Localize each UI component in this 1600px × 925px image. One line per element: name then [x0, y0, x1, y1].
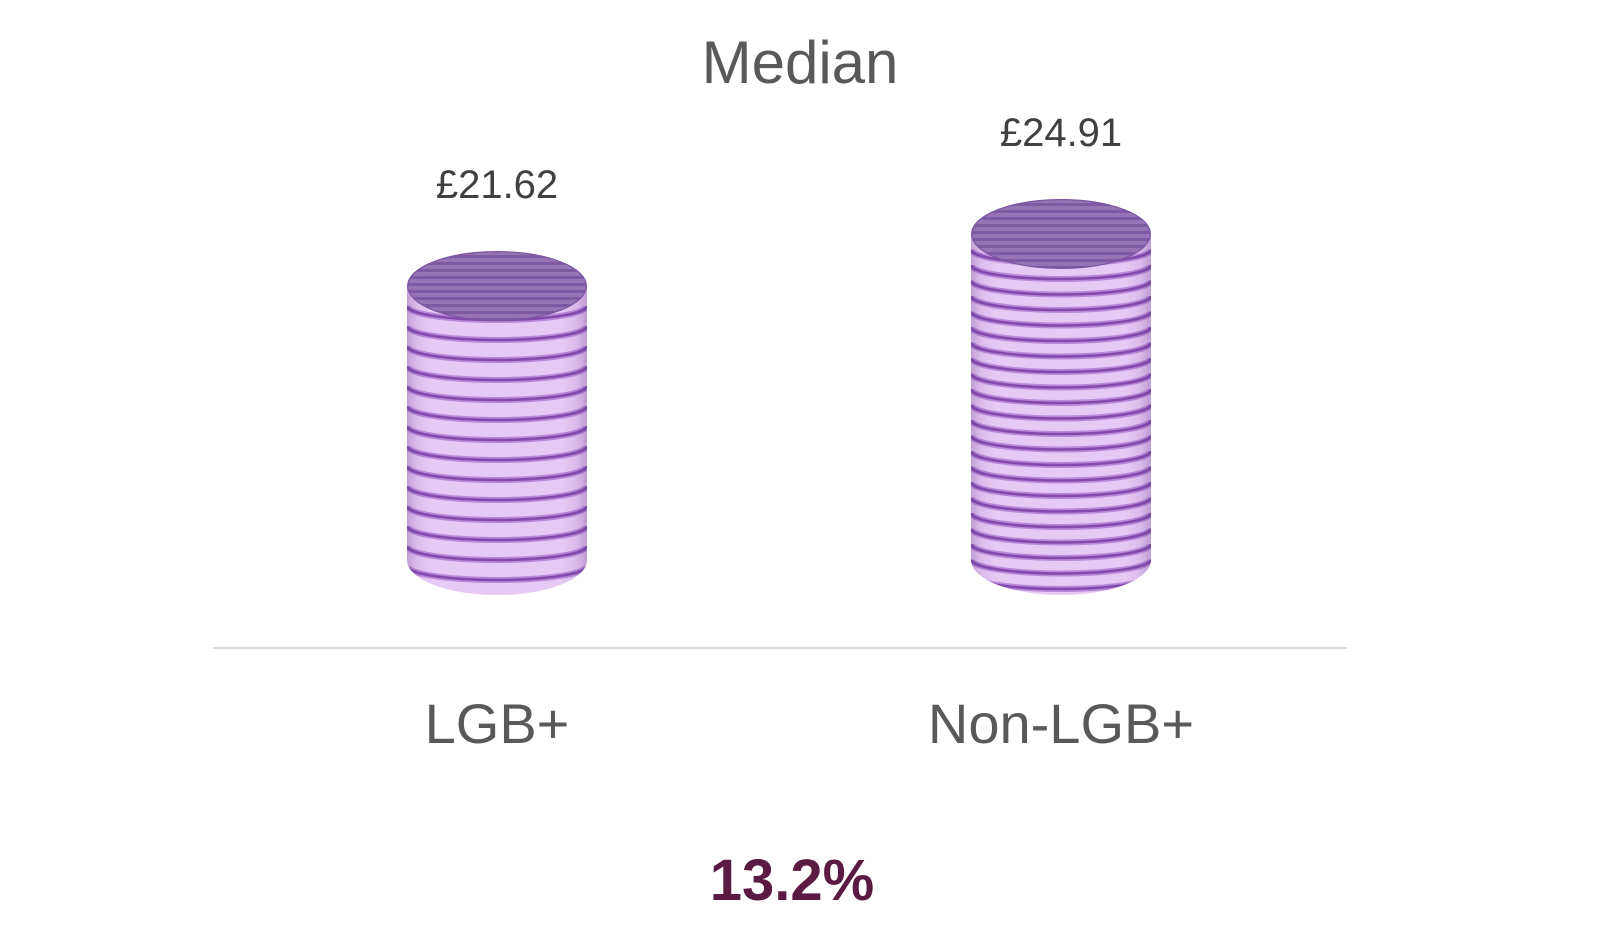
pay-gap-percentage: 13.2% [709, 848, 875, 913]
data-label-lgb-: £21.62 [435, 163, 559, 207]
cylinder-top-face [407, 251, 587, 321]
category-axis-line [213, 647, 1347, 649]
cylinder-top-face [971, 199, 1151, 269]
bar-cylinder-non-lgb- [971, 199, 1151, 595]
category-label-non-lgb-: Non-LGB+ [927, 692, 1195, 755]
bar-cylinder-lgb- [407, 251, 587, 595]
data-label-non-lgb-: £24.91 [999, 111, 1123, 155]
category-label-lgb-: LGB+ [424, 692, 570, 755]
chart-title: Median [701, 29, 899, 96]
